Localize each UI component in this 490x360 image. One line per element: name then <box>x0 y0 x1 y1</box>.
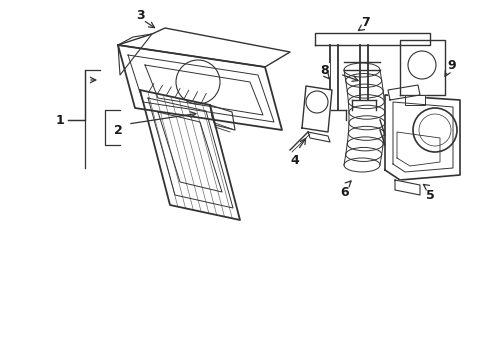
Polygon shape <box>140 90 240 220</box>
Polygon shape <box>400 40 445 95</box>
Text: 1: 1 <box>56 113 64 126</box>
Polygon shape <box>385 95 460 180</box>
Text: 9: 9 <box>448 59 456 72</box>
Polygon shape <box>118 34 152 75</box>
Polygon shape <box>308 132 330 142</box>
Polygon shape <box>388 85 420 100</box>
Text: 7: 7 <box>361 15 369 28</box>
Polygon shape <box>118 45 282 130</box>
Text: 3: 3 <box>136 9 145 22</box>
Polygon shape <box>210 105 235 130</box>
Text: 2: 2 <box>114 123 122 136</box>
Polygon shape <box>118 28 290 67</box>
Text: 8: 8 <box>320 63 329 77</box>
Polygon shape <box>395 180 420 195</box>
Polygon shape <box>405 95 425 105</box>
Text: 4: 4 <box>291 153 299 166</box>
Polygon shape <box>315 33 430 45</box>
Polygon shape <box>302 86 332 132</box>
Text: 5: 5 <box>426 189 434 202</box>
Text: 6: 6 <box>341 185 349 198</box>
